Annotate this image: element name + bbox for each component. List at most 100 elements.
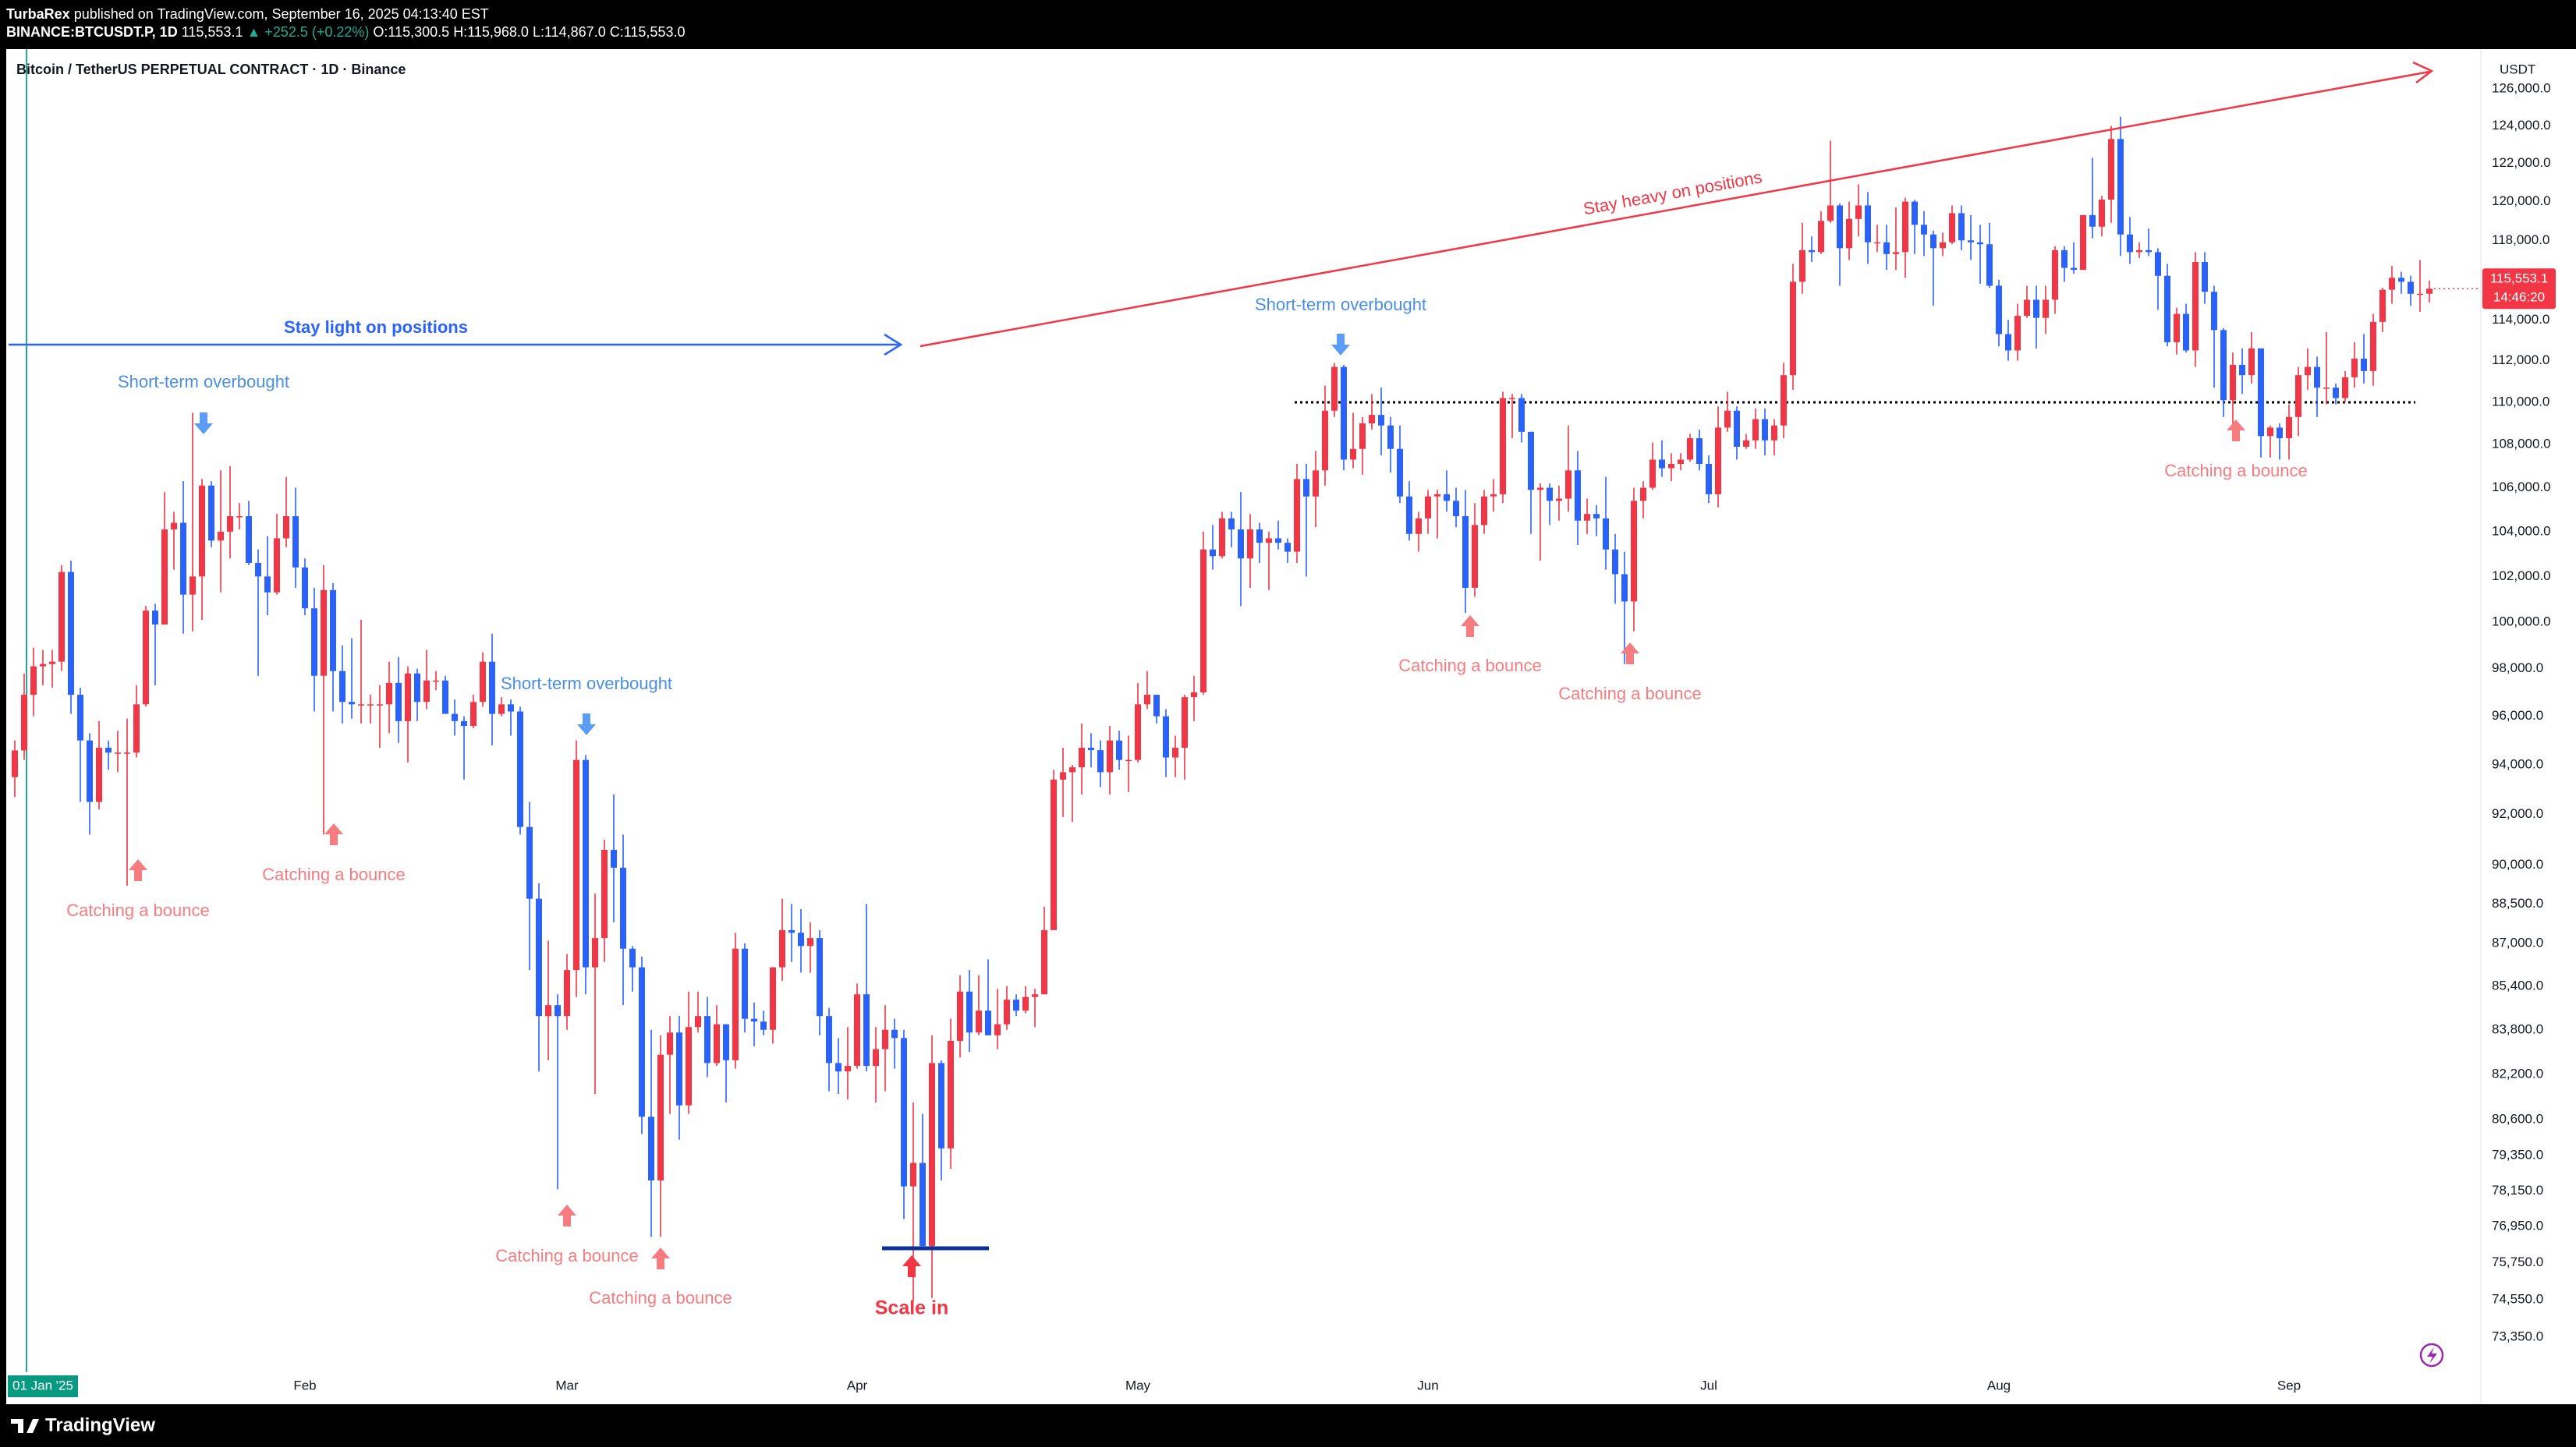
annotation: Short-term overbought (501, 674, 672, 693)
candle-body (1472, 525, 1478, 588)
candle-body (1153, 695, 1160, 717)
candle-body (2089, 214, 2096, 227)
candle-body (863, 994, 870, 1067)
candle-body (2323, 388, 2330, 389)
low: L:114,867.0 (533, 24, 606, 40)
candle-body (1406, 496, 1412, 534)
candle-body (957, 991, 963, 1041)
candle-body (1266, 538, 1272, 543)
candle-body (2361, 359, 2367, 371)
annotation-arrow (577, 713, 596, 735)
candle-body (901, 1038, 907, 1187)
y-tick-label: 124,000.0 (2492, 118, 2551, 133)
x-tick-label: Sep (2277, 1378, 2301, 1393)
candle-body (854, 994, 860, 1067)
candle-body (302, 567, 308, 609)
alert-icon[interactable] (2419, 1343, 2444, 1368)
candle-body (1612, 549, 1618, 575)
candle-body (1977, 242, 1983, 245)
candle-body (2155, 252, 2161, 276)
y-tick-label: 78,150.0 (2492, 1183, 2543, 1198)
candle-body (2174, 313, 2180, 342)
candle-body (405, 673, 411, 721)
candle-body (1706, 463, 1712, 494)
candle-body (583, 759, 589, 968)
chart-title: Bitcoin / TetherUS PERPETUAL CONTRACT · … (16, 62, 406, 77)
candle-body (2220, 330, 2227, 401)
candle-body (2005, 334, 2011, 351)
candle-body (1837, 205, 1843, 249)
candle-body (1013, 1000, 1019, 1011)
candle-body (994, 1024, 1001, 1035)
candle-body (1752, 419, 1759, 441)
candle-body (1696, 438, 1703, 464)
candle-body (948, 1040, 954, 1148)
candle-body (1874, 242, 1880, 244)
candle-body (377, 704, 383, 706)
candle-body (1668, 463, 1674, 469)
candle-body (1256, 529, 1263, 543)
candle-body (1200, 549, 1207, 693)
candle-body (2136, 250, 2142, 253)
candle-body (105, 748, 112, 753)
published: published on TradingView.com, September … (74, 6, 489, 22)
candle-body (873, 1049, 879, 1067)
candle-body (1818, 221, 1824, 253)
candle-body (236, 516, 243, 518)
candle-body (2108, 139, 2114, 200)
candle-body (1022, 996, 1029, 1011)
candle-body (2398, 278, 2404, 282)
last-price-tag (2482, 268, 2556, 310)
candle-body (2379, 289, 2386, 322)
candle-body (2295, 375, 2301, 417)
candle-body (1921, 225, 1927, 235)
candle-body (2258, 348, 2264, 437)
candle-body (1603, 518, 1609, 550)
candle-body (1219, 518, 1225, 557)
candle-body (1631, 501, 1637, 602)
candle-body (442, 680, 448, 714)
x-tick-label: May (1125, 1378, 1151, 1393)
candle-body (695, 1016, 701, 1028)
candle-body (152, 610, 158, 625)
candle-body (536, 898, 542, 1017)
candle-body (667, 1032, 673, 1055)
candle-body (2342, 377, 2348, 398)
candle-body (330, 589, 336, 671)
candle-body (1303, 479, 1309, 497)
y-tick-label: 96,000.0 (2492, 708, 2543, 723)
candle-body (2061, 250, 2068, 268)
candle-body (1883, 242, 1890, 254)
candle-body (919, 1163, 926, 1247)
y-tick-label: 75,750.0 (2492, 1255, 2543, 1269)
candle-body (124, 752, 130, 754)
candle-body (1144, 695, 1150, 705)
candle-body (1490, 494, 1497, 497)
candle-body (2024, 299, 2030, 317)
y-tick-label: 87,000.0 (2492, 935, 2543, 950)
y-tick-label: 112,000.0 (2492, 352, 2549, 367)
candle-body (115, 752, 121, 754)
candle-body (12, 750, 18, 777)
candle-body (1556, 498, 1562, 501)
candle-body (1640, 487, 1646, 501)
x-tick-label: Mar (555, 1378, 579, 1393)
candle-body (545, 1005, 551, 1017)
y-tick-label: 79,350.0 (2492, 1148, 2543, 1163)
y-tick-label: 85,400.0 (2492, 978, 2543, 993)
annotation-arrow (129, 859, 147, 881)
candle-body (1369, 415, 1375, 423)
candle-body (1116, 740, 1122, 760)
candle-body (1659, 459, 1665, 469)
candle-body (58, 572, 65, 662)
annotation-arrow (324, 823, 343, 845)
y-tick-label: 118,000.0 (2492, 232, 2549, 247)
candle-body (1565, 470, 1571, 499)
candle-body (1575, 470, 1581, 521)
candle-body (1069, 767, 1075, 773)
candle-body (2314, 366, 2320, 388)
candle-body (2286, 416, 2292, 439)
arrow-head (884, 333, 903, 356)
candle-body (1930, 234, 1936, 249)
